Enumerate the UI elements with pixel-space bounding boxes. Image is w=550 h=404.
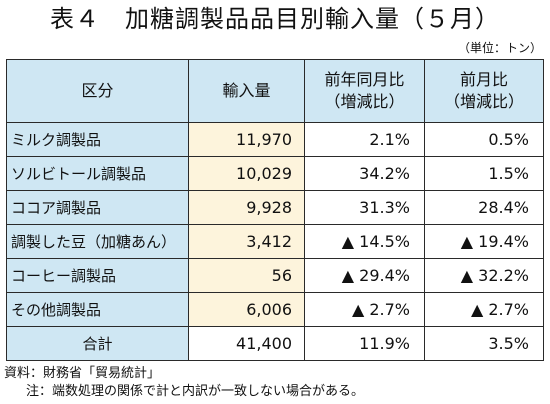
imports-table: 区分 輸入量 前年同月比 （増減比） 前月比 （増減比） ミルク調製品 11,9… — [6, 59, 544, 361]
row-imports: 9,928 — [188, 190, 305, 225]
header-imports: 輸入量 — [188, 59, 305, 123]
row-yoy: ▲ 29.4% — [304, 258, 425, 293]
header-mom-line1: 前月比 — [459, 70, 508, 89]
row-imports: 11,970 — [188, 122, 305, 157]
total-row: 合計 41,400 11.9% 3.5% — [6, 326, 544, 361]
row-name: 調製した豆（加糖あん） — [6, 224, 189, 259]
row-yoy: ▲ 14.5% — [304, 224, 425, 259]
row-yoy: ▲ 2.7% — [304, 292, 425, 327]
row-mom: ▲ 19.4% — [424, 224, 544, 259]
row-mom: ▲ 2.7% — [424, 292, 544, 327]
row-imports: 3,412 — [188, 224, 305, 259]
row-mom: 0.5% — [424, 122, 544, 157]
header-yoy-line2: （増減比） — [324, 92, 405, 111]
table-title: 表４ 加糖調製品品目別輸入量（５月） — [50, 5, 500, 33]
row-name: その他調製品 — [6, 292, 189, 327]
header-category: 区分 — [6, 59, 189, 123]
header-yoy-line1: 前年同月比 — [324, 70, 405, 89]
table-row: 調製した豆（加糖あん） 3,412 ▲ 14.5% ▲ 19.4% — [6, 224, 544, 259]
row-name: ココア調製品 — [6, 190, 189, 225]
row-imports: 6,006 — [188, 292, 305, 327]
header-mom-line2: （増減比） — [443, 92, 524, 111]
row-mom: 1.5% — [424, 156, 544, 191]
table-row: ソルビトール調製品 10,029 34.2% 1.5% — [6, 156, 544, 191]
table-row: コーヒー調製品 56 ▲ 29.4% ▲ 32.2% — [6, 258, 544, 293]
header-mom: 前月比 （増減比） — [424, 59, 544, 123]
total-mom: 3.5% — [424, 326, 544, 361]
source-note: 資料：財務省「貿易統計」 — [4, 366, 161, 381]
header-yoy: 前年同月比 （増減比） — [304, 59, 425, 123]
row-yoy: 31.3% — [304, 190, 425, 225]
row-name: ソルビトール調製品 — [6, 156, 189, 191]
row-imports: 10,029 — [188, 156, 305, 191]
row-mom: 28.4% — [424, 190, 544, 225]
table-row: ミルク調製品 11,970 2.1% 0.5% — [6, 122, 544, 157]
row-mom: ▲ 32.2% — [424, 258, 544, 293]
table-row: その他調製品 6,006 ▲ 2.7% ▲ 2.7% — [6, 292, 544, 327]
row-name: コーヒー調製品 — [6, 258, 189, 293]
footnote: 注：端数処理の関係で計と内訳が一致しない場合がある。 — [26, 384, 365, 399]
row-imports: 56 — [188, 258, 305, 293]
header-row: 区分 輸入量 前年同月比 （増減比） 前月比 （増減比） — [6, 59, 544, 123]
row-yoy: 34.2% — [304, 156, 425, 191]
row-name: ミルク調製品 — [6, 122, 189, 157]
table-row: ココア調製品 9,928 31.3% 28.4% — [6, 190, 544, 225]
total-name: 合計 — [6, 326, 189, 361]
total-yoy: 11.9% — [304, 326, 425, 361]
unit-label: （単位：トン） — [457, 41, 542, 55]
row-yoy: 2.1% — [304, 122, 425, 157]
total-imports: 41,400 — [188, 326, 305, 361]
